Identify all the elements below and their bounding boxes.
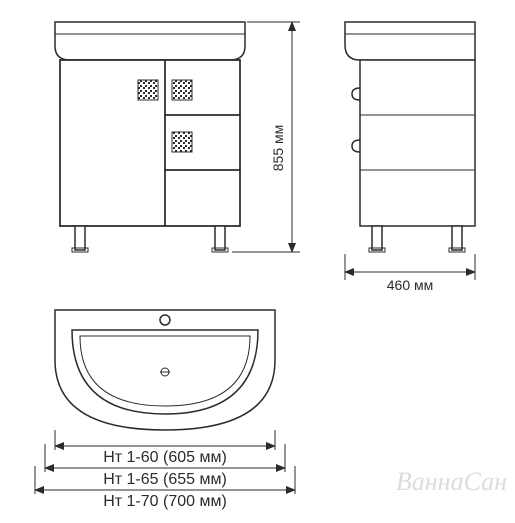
top-view	[55, 310, 275, 430]
front-view	[55, 22, 245, 252]
leg-icon	[452, 226, 462, 250]
leg-icon	[372, 226, 382, 250]
handle-icon	[138, 80, 158, 100]
top-deck	[55, 310, 275, 430]
width-spec-1: Нт 1-60 (605 мм)	[103, 449, 227, 466]
knob-icon	[352, 140, 360, 152]
width-spec-2: Нт 1-65 (655 мм)	[103, 471, 227, 488]
faucet-hole-icon	[160, 315, 170, 325]
side-basin	[345, 22, 475, 60]
width-specs: Нт 1-60 (605 мм) Нт 1-65 (655 мм) Нт 1-7…	[35, 430, 295, 510]
width-dimension: 460 мм	[345, 254, 475, 293]
leg-icon	[215, 226, 225, 250]
side-legs	[369, 226, 465, 252]
diagram-canvas: 855 мм 460 мм Нт 1-60 (605 мм) Н	[0, 0, 515, 523]
handle-icon	[172, 80, 192, 100]
front-legs	[72, 226, 228, 252]
width-spec-3: Нт 1-70 (700 мм)	[103, 493, 227, 510]
side-view	[345, 22, 475, 252]
handle-icon	[172, 132, 192, 152]
leg-icon	[75, 226, 85, 250]
front-basin	[55, 22, 245, 60]
width-label: 460 мм	[387, 277, 434, 293]
height-label: 855 мм	[270, 125, 286, 172]
side-cabinet-body	[360, 60, 475, 226]
knob-icon	[352, 88, 360, 100]
